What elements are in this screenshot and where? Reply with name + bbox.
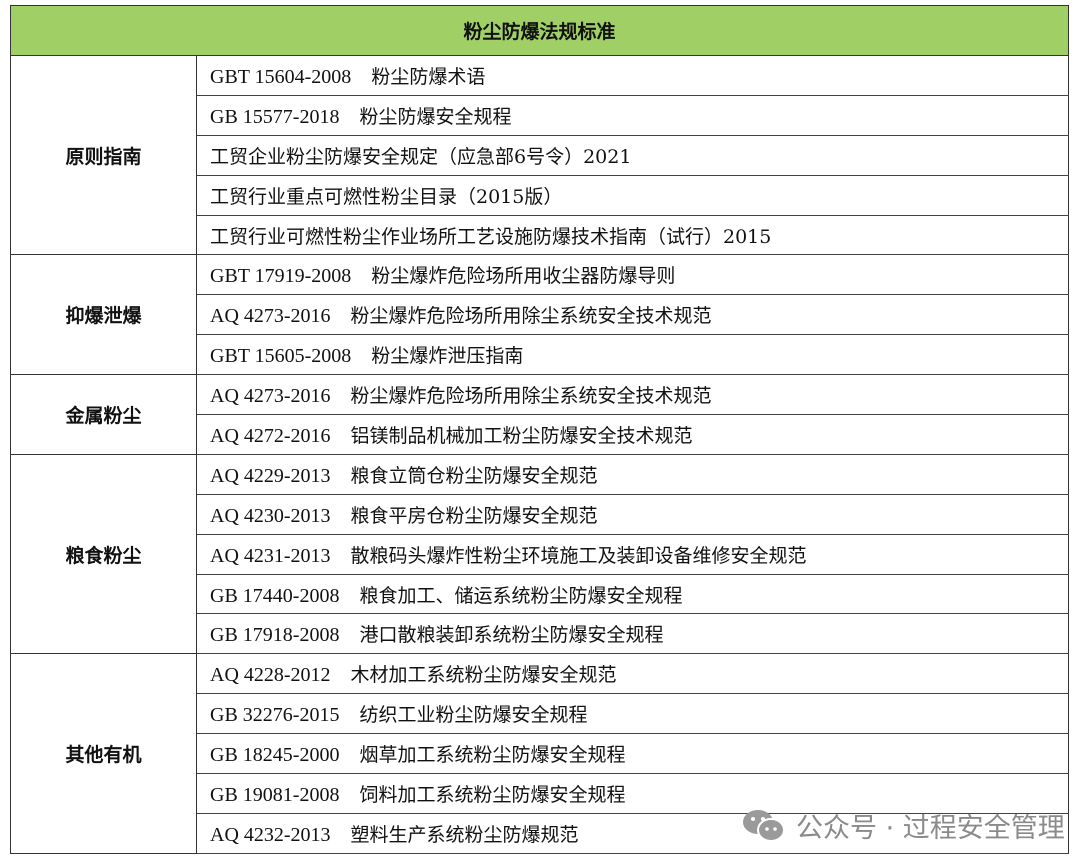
standard-name: 工贸行业可燃性粉尘作业场所工艺设施防爆技术指南（试行）2015	[210, 225, 772, 248]
table-row: GB 32276-2015 纺织工业粉尘防爆安全规程	[11, 693, 1070, 735]
wechat-icon	[743, 809, 785, 842]
standard-name: 烟草加工系统粉尘防爆安全规程	[359, 744, 626, 767]
table-row: 抑爆泄爆 GBT 17919-2008 粉尘爆炸危险场所用收尘器防爆导则	[10, 254, 1070, 376]
standard-cell: AQ 4229-2013 粮食立筒仓粉尘防爆安全规范	[195, 453, 1070, 495]
standard-name: 粉尘爆炸危险场所用除尘系统安全技术规范	[350, 305, 712, 328]
standard-name: 粮食加工、储运系统粉尘防爆安全规程	[359, 584, 683, 607]
standard-code: AQ 4232-2013	[210, 823, 331, 846]
standard-cell: GBT 15604-2008 粉尘防爆术语	[195, 55, 1070, 96]
table-row: 工贸行业重点可燃性粉尘目录（2015版）	[11, 174, 1070, 216]
standard-cell: GB 18245-2000 烟草加工系统粉尘防爆安全规程	[195, 733, 1070, 775]
standard-code: AQ 4231-2013	[210, 544, 331, 567]
standard-name: 粉尘防爆术语	[371, 65, 486, 88]
standard-code: GB 15577-2018	[210, 105, 340, 128]
table-row: 粮食粉尘 AQ 4229-2013 粮食立筒仓粉尘防爆安全规范	[10, 453, 1070, 655]
standard-code: GB 17918-2008	[210, 624, 340, 647]
table-row: 其他有机 AQ 4228-2012 木材加工系统粉尘防爆安全规范	[10, 653, 1070, 854]
standard-cell: GB 15577-2018 粉尘防爆安全规程	[195, 94, 1070, 136]
standard-name: 粮食平房仓粉尘防爆安全规范	[350, 504, 598, 527]
standard-code: AQ 4228-2012	[210, 664, 331, 687]
standard-cell: AQ 4273-2016 粉尘爆炸危险场所用除尘系统安全技术规范	[195, 294, 1070, 336]
regulations-table: 粉尘防爆法规标准 原则指南 GBT 15604-2008 粉尘防爆术语 GB 1557…	[9, 5, 1070, 854]
standard-cell: 工贸企业粉尘防爆安全规定（应急部6号令）2021	[195, 134, 1070, 176]
standard-code: GBT 15604-2008	[210, 65, 352, 88]
standard-cell: AQ 4272-2016 铝镁制品机械加工粉尘防爆安全技术规范	[195, 414, 1070, 455]
standard-code: GB 18245-2000	[210, 744, 340, 767]
table-row: 工贸行业可燃性粉尘作业场所工艺设施防爆技术指南（试行）2015	[11, 214, 1070, 256]
category-cell: 原则指南	[10, 54, 197, 256]
table-row: AQ 4232-2013 塑料生产系统粉尘防爆规范	[11, 812, 1070, 854]
standard-code: GB 19081-2008	[210, 783, 340, 806]
standard-name: 木材加工系统粉尘防爆安全规范	[350, 664, 617, 687]
standard-name: 工贸企业粉尘防爆安全规定（应急部6号令）2021	[210, 145, 632, 168]
standard-cell: GBT 17919-2008 粉尘爆炸危险场所用收尘器防爆导则	[195, 254, 1070, 296]
standard-name: 纺织工业粉尘防爆安全规程	[359, 704, 588, 727]
table-row: GB 18245-2000 烟草加工系统粉尘防爆安全规程	[11, 733, 1070, 775]
standard-code: GBT 17919-2008	[210, 265, 352, 288]
standard-code: AQ 4230-2013	[210, 504, 331, 527]
standard-code: GB 32276-2015	[210, 704, 340, 727]
standard-cell: AQ 4273-2016 粉尘爆炸危险场所用除尘系统安全技术规范	[195, 374, 1070, 416]
category-cell: 金属粉尘	[10, 374, 197, 455]
standard-code: AQ 4273-2016	[210, 385, 331, 408]
standard-cell: AQ 4230-2013 粮食平房仓粉尘防爆安全规范	[195, 493, 1070, 535]
standard-code: GB 17440-2008	[210, 584, 340, 607]
standard-cell: GB 32276-2015 纺织工业粉尘防爆安全规程	[195, 693, 1070, 735]
standard-name: 铝镁制品机械加工粉尘防爆安全技术规范	[350, 424, 693, 447]
table-row: 金属粉尘 AQ 4273-2016 粉尘爆炸危险场所用除尘系统安全技术规范	[10, 374, 1070, 455]
standard-cell: GB 17440-2008 粮食加工、储运系统粉尘防爆安全规程	[195, 573, 1070, 615]
standard-name: 粉尘爆炸危险场所用收尘器防爆导则	[371, 265, 676, 288]
table-title: 粉尘防爆法规标准	[9, 5, 1070, 56]
standard-name: 饲料加工系统粉尘防爆安全规程	[359, 783, 626, 806]
standard-name: 粉尘爆炸泄压指南	[371, 345, 524, 368]
watermark: 公众号 · 过程安全管理	[742, 806, 1065, 845]
category-cell: 粮食粉尘	[10, 453, 197, 655]
standard-code: AQ 4229-2013	[210, 464, 331, 487]
table-row: GBT 15605-2008 粉尘爆炸泄压指南	[11, 334, 1070, 376]
standard-cell: GB 17918-2008 港口散粮装卸系统粉尘防爆安全规程	[195, 613, 1070, 655]
standard-cell: 工贸行业可燃性粉尘作业场所工艺设施防爆技术指南（试行）2015	[195, 214, 1070, 256]
category-cell: 其他有机	[10, 653, 197, 854]
standard-cell: 工贸行业重点可燃性粉尘目录（2015版）	[195, 174, 1070, 216]
standard-cell: AQ 4232-2013 塑料生产系统粉尘防爆规范	[195, 812, 1070, 854]
table-row: 原则指南 GBT 15604-2008 粉尘防爆术语	[10, 54, 1070, 256]
standard-name: 粮食立筒仓粉尘防爆安全规范	[350, 464, 598, 487]
table-row: 工贸企业粉尘防爆安全规定（应急部6号令）2021	[11, 134, 1070, 176]
standard-name: 塑料生产系统粉尘防爆规范	[350, 823, 579, 846]
standard-cell: GBT 15605-2008 粉尘爆炸泄压指南	[195, 334, 1070, 376]
table-row: AQ 4273-2016 粉尘爆炸危险场所用除尘系统安全技术规范	[11, 294, 1070, 336]
standard-name: 工贸行业重点可燃性粉尘目录（2015版）	[210, 185, 563, 208]
standard-name: 粉尘爆炸危险场所用除尘系统安全技术规范	[350, 385, 712, 408]
category-cell: 抑爆泄爆	[10, 254, 197, 376]
standard-cell: AQ 4231-2013 散粮码头爆炸性粉尘环境施工及装卸设备维修安全规范	[195, 533, 1070, 575]
standard-code: AQ 4273-2016	[210, 305, 331, 328]
table-row: AQ 4231-2013 散粮码头爆炸性粉尘环境施工及装卸设备维修安全规范	[11, 533, 1070, 575]
standard-code: GBT 15605-2008	[210, 345, 352, 368]
standard-name: 散粮码头爆炸性粉尘环境施工及装卸设备维修安全规范	[350, 544, 807, 567]
standard-name: 港口散粮装卸系统粉尘防爆安全规程	[359, 624, 664, 647]
watermark-text: 公众号 · 过程安全管理	[796, 813, 1065, 844]
table-row: GB 15577-2018 粉尘防爆安全规程	[11, 94, 1070, 136]
standard-name: 粉尘防爆安全规程	[359, 105, 512, 128]
standard-cell: AQ 4228-2012 木材加工系统粉尘防爆安全规范	[195, 653, 1070, 695]
table-row: AQ 4272-2016 铝镁制品机械加工粉尘防爆安全技术规范	[11, 414, 1070, 455]
standard-code: AQ 4272-2016	[210, 424, 331, 447]
